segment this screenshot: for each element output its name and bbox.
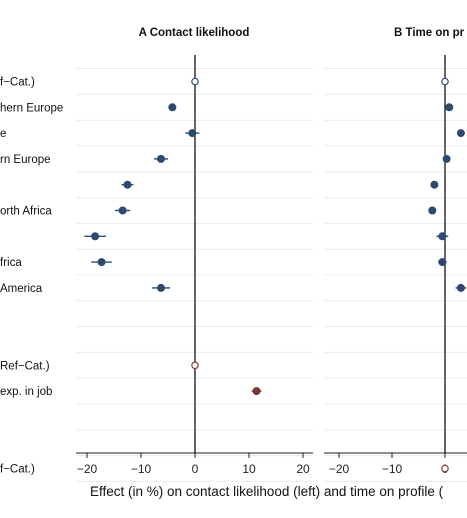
estimate-point [91,232,100,241]
x-tick-label: 20 [296,462,310,476]
row-label: rn Europe [0,154,51,166]
estimate-point [123,180,132,189]
estimate-point [442,154,451,163]
estimate-point [188,129,197,138]
estimate-point [456,129,465,138]
x-tick-label: −10 [131,462,152,476]
estimate-point [438,258,447,267]
panel-a: A Contact likelihood −20 −10 0 10 20 [76,27,313,476]
panel-b: B Time on pr −20−100 [324,27,467,476]
row-label: Ref−Cat.) [0,360,50,372]
x-tick-label: 0 [192,462,199,476]
estimate-point [438,232,447,241]
row-label: exp. in job [0,386,52,398]
x-axis-label: Effect (in %) on contact likelihood (lef… [90,484,444,499]
row-label: e [0,128,6,140]
row-label: hern Europe [0,102,63,114]
x-tick-label: −20 [77,462,98,476]
panel-a-title: A Contact likelihood [139,27,250,39]
estimate-point [456,283,465,292]
estimate-point [428,206,437,215]
estimate-point [156,283,165,292]
x-tick-label: 10 [242,462,256,476]
panel-b-title: B Time on pr [394,27,465,39]
x-tick-label: −20 [329,462,350,476]
row-label: orth Africa [0,206,52,218]
estimate-point [430,180,439,189]
row-label: f−Cat.) [0,77,35,89]
estimate-point [191,361,199,370]
grid-layer [76,68,467,482]
estimate-point [97,258,106,267]
x-tick-label: −10 [382,462,403,476]
row-labels: f−Cat.) hern Europe e rn Europe orth Africa f… [0,77,63,476]
estimate-point [445,103,454,112]
row-label: f−Cat.) [0,464,35,476]
row-label: America [0,283,43,295]
estimate-point [118,206,127,215]
row-label: frica [0,257,22,269]
estimate-point [191,77,199,86]
estimate-point [156,154,165,163]
estimate-point [441,77,449,86]
estimate-point [252,387,261,396]
estimate-point [441,464,449,473]
estimate-point [168,103,177,112]
